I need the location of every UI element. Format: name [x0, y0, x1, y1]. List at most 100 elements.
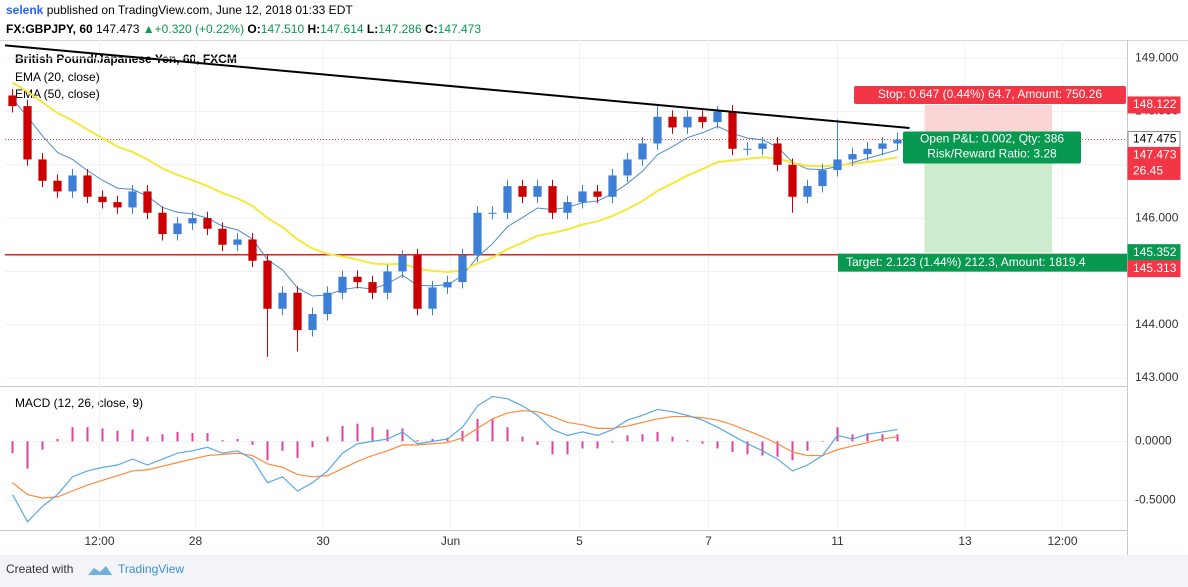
symbol: FX:GBPJPY, 60: [6, 22, 93, 36]
macd-histogram-bar: [341, 426, 344, 442]
macd-histogram-bar: [506, 427, 509, 442]
price-tag: 145.313: [1133, 261, 1177, 275]
x-tick-label: 30: [316, 534, 330, 548]
candle-body: [788, 164, 797, 197]
macd-histogram-bar: [671, 436, 674, 442]
macd-histogram-bar: [131, 429, 134, 442]
author[interactable]: selenk: [6, 3, 44, 17]
candle-body: [173, 223, 182, 235]
macd-histogram-bar: [881, 434, 884, 442]
macd-histogram-bar: [221, 440, 224, 442]
position-label: Open P&L: 0.002, Qty: 386: [920, 132, 1064, 146]
x-tick-label: 13: [958, 534, 972, 548]
y-tick-label: -0.5000: [1135, 493, 1176, 507]
price-tag: 147.475: [1133, 132, 1177, 146]
macd-histogram-bar: [611, 441, 614, 443]
macd-histogram-bar: [251, 441, 254, 445]
signal-line: [12, 410, 898, 499]
trendline: [4, 44, 910, 129]
macd-histogram-bar: [851, 434, 854, 442]
macd-histogram-bar: [356, 423, 359, 442]
macd-histogram-bar: [86, 427, 89, 442]
ohlc-key: C:: [424, 22, 438, 36]
candle-body: [368, 282, 377, 293]
y-tick-label: 149.000: [1135, 50, 1179, 64]
candle-body: [128, 191, 137, 208]
candle-body: [113, 202, 122, 208]
candle-body: [143, 191, 152, 213]
macd-histogram-bar: [71, 427, 74, 442]
macd-histogram-bar: [26, 441, 29, 469]
ohlc-value: 147.614: [320, 22, 364, 36]
candle-body: [758, 143, 767, 149]
y-tick-label: 144.000: [1135, 317, 1179, 331]
candle-body: [623, 159, 632, 176]
macd-histogram-bar: [176, 431, 179, 442]
candle-body: [878, 143, 887, 149]
macd-histogram-bar: [866, 433, 869, 442]
candle-body: [308, 314, 317, 331]
candle-body: [653, 116, 662, 144]
candle-body: [578, 191, 587, 203]
macd-histogram-bar: [11, 441, 14, 454]
candle-body: [533, 186, 542, 197]
published: published on TradingView.com, June 12, 2…: [46, 3, 353, 17]
candle-body: [518, 186, 527, 197]
macd-histogram-bar: [716, 441, 719, 449]
candle-body: [38, 159, 47, 181]
candle-body: [158, 212, 167, 235]
macd-histogram-bar: [596, 441, 599, 449]
candle-body: [413, 255, 422, 309]
macd-histogram-bar: [191, 433, 194, 442]
x-tick-label: 12:00: [84, 534, 114, 548]
macd-histogram-bar: [581, 441, 584, 449]
candle-body: [233, 239, 242, 245]
candle-body: [848, 154, 857, 160]
position-label-box: [838, 253, 1127, 272]
change: +0.320 (+0.22%): [154, 22, 245, 36]
macd-histogram-bar: [821, 441, 824, 442]
x-tick-label: Jun: [441, 534, 460, 548]
candle-body: [593, 191, 602, 197]
macd-histogram-bar: [731, 441, 734, 452]
candle-body: [398, 255, 407, 272]
candle-body: [428, 287, 437, 309]
macd-histogram-bar: [101, 428, 104, 442]
footer-brand[interactable]: TradingView: [118, 562, 184, 576]
macd-histogram-bar: [476, 418, 479, 442]
candle-body: [443, 282, 452, 288]
macd-histogram-bar: [371, 427, 374, 442]
position-label: Stop: 0.647 (0.44%) 64.7, Amount: 750.26: [878, 87, 1102, 101]
position-label-box: [903, 131, 1081, 164]
price-tag-box: [1127, 260, 1181, 278]
macd-histogram-bar: [431, 439, 434, 442]
macd-title: MACD (12, 26, close, 9): [15, 396, 143, 410]
macd-histogram-bar: [116, 430, 119, 442]
macd-histogram-bar: [161, 434, 164, 442]
legend-entry: EMA (50, close): [15, 87, 100, 101]
candle-body: [698, 116, 707, 123]
candle-body: [263, 260, 272, 309]
symbol-line: FX:GBPJPY, 60 147.473 ▲+0.320 (+0.22%) O…: [6, 22, 481, 36]
macd-histogram-bar: [701, 441, 704, 444]
price-tag-box: [1127, 96, 1181, 114]
candle-body: [338, 276, 347, 293]
candle-body: [818, 170, 827, 187]
candle-body: [563, 202, 572, 213]
macd-histogram-bar: [386, 429, 389, 442]
candle-body: [68, 175, 77, 192]
macd-histogram-bar: [41, 441, 44, 450]
x-tick-label: 5: [576, 534, 583, 548]
macd-histogram-bar: [836, 427, 839, 442]
macd-histogram-bar: [461, 430, 464, 442]
candle-body: [218, 228, 227, 245]
macd-histogram-bar: [296, 441, 299, 458]
candle-body: [608, 175, 617, 197]
candle-body: [743, 148, 752, 150]
candle-body: [803, 186, 812, 197]
macd-histogram-bar: [746, 441, 749, 455]
chart-title: British Pound/Japanese Yen, 60, FXCM: [15, 52, 237, 66]
ohlc-value: 147.510: [260, 22, 305, 36]
candle-body: [473, 212, 482, 256]
